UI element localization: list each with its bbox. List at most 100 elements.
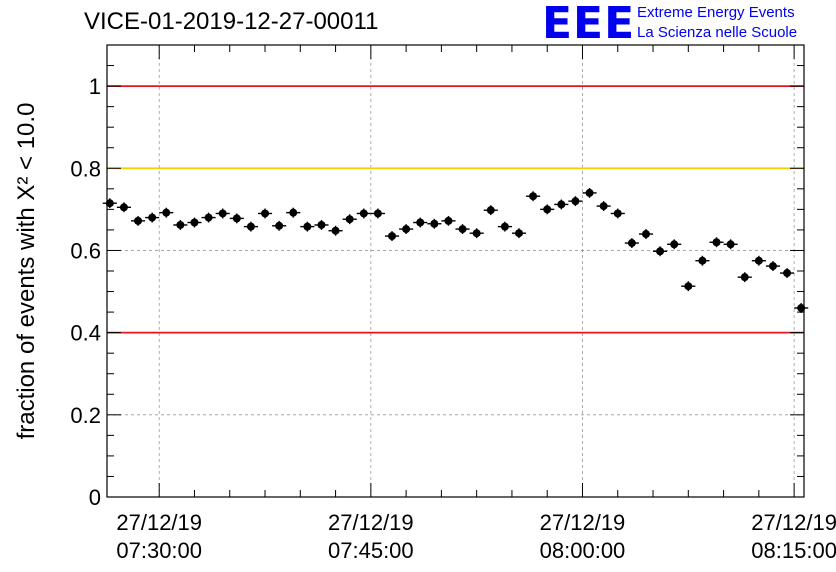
data-point [272, 220, 287, 231]
data-point [695, 255, 710, 266]
point-marker [331, 226, 340, 235]
data-point [399, 224, 414, 235]
data-point [582, 187, 597, 198]
y-tick-label: 0.6 [70, 238, 101, 263]
data-point [610, 208, 625, 219]
data-point [215, 208, 230, 219]
logo-caption-line1: Extreme Energy Events [637, 4, 795, 21]
point-marker [275, 221, 284, 230]
point-marker [571, 197, 580, 206]
point-marker [656, 247, 665, 256]
data-point [413, 217, 428, 228]
data-point [201, 212, 216, 223]
data-point [187, 217, 202, 228]
point-marker [585, 188, 594, 197]
data-point [427, 218, 442, 229]
point-marker [500, 222, 509, 231]
data-point [441, 215, 456, 226]
reference-lines [107, 85, 804, 334]
point-marker [557, 200, 566, 209]
x-tick-label-date: 27/12/19 [540, 510, 626, 535]
point-marker [444, 216, 453, 225]
data-point [159, 207, 174, 218]
y-axis: 0 0.2 0.4 0.6 0.8 1 [70, 65, 804, 510]
y-tick-label: 0.8 [70, 156, 101, 181]
x-tick-label-date: 27/12/19 [328, 510, 414, 535]
point-marker [289, 208, 298, 217]
data-point [342, 214, 357, 225]
point-marker [641, 230, 650, 239]
point-marker [627, 239, 636, 248]
y-tick-label: 0 [89, 485, 101, 510]
data-point [455, 224, 470, 235]
point-marker [486, 206, 495, 215]
data-point [328, 225, 343, 236]
data-point [314, 220, 329, 230]
data-point [526, 191, 541, 202]
eee-logo: EEE [542, 0, 636, 49]
plot-area [107, 45, 804, 497]
data-point [300, 221, 315, 232]
x-tick-label-time: 07:30:00 [116, 538, 202, 563]
point-marker [458, 225, 467, 234]
point-marker [162, 208, 171, 217]
point-marker [148, 213, 157, 222]
point-marker [698, 256, 707, 265]
data-point [794, 303, 809, 313]
point-marker [783, 269, 792, 278]
point-marker [726, 240, 735, 249]
data-point [624, 238, 639, 248]
point-marker [303, 222, 312, 231]
x-tick-label-date: 27/12/19 [751, 510, 836, 535]
data-point [681, 281, 696, 292]
data-point [751, 255, 766, 266]
data-point [243, 221, 258, 232]
data-point [653, 246, 668, 257]
data-point [709, 237, 724, 248]
point-marker [388, 232, 397, 241]
point-marker [599, 202, 608, 211]
point-marker [134, 216, 143, 225]
y-tick-label: 1 [89, 74, 101, 99]
data-point [102, 198, 117, 209]
data-point [497, 221, 512, 232]
point-marker [246, 222, 255, 231]
data-point [483, 205, 498, 216]
data-point [229, 213, 244, 224]
x-axis: 27/12/19 07:30:00 27/12/19 07:45:00 27/12/19… [116, 45, 836, 563]
data-point [723, 239, 738, 250]
data-point [356, 208, 371, 219]
data-point [469, 228, 484, 239]
point-marker [261, 209, 270, 218]
point-marker [232, 214, 241, 223]
data-point [384, 231, 400, 242]
data-point [130, 215, 146, 226]
point-marker [740, 273, 749, 282]
data-point [568, 196, 583, 207]
data-point [596, 201, 611, 212]
y-axis-label: fraction of events with X² < 10.0 [13, 103, 40, 440]
data-point [511, 228, 527, 239]
x-tick-label-time: 08:00:00 [540, 538, 626, 563]
point-marker [529, 192, 538, 201]
x-tick-label-time: 08:15:00 [751, 538, 836, 563]
point-marker [430, 219, 439, 228]
logo-caption-line2: La Scienza nelle Scuole [637, 24, 798, 41]
point-marker [768, 262, 777, 271]
data-point [765, 261, 781, 271]
data-points [102, 187, 809, 313]
data-point [638, 229, 654, 239]
point-marker [670, 240, 679, 249]
point-marker [373, 209, 382, 218]
data-point [286, 207, 301, 218]
point-marker [797, 303, 806, 312]
x-tick-label-time: 07:45:00 [328, 538, 414, 563]
point-marker [345, 215, 354, 224]
point-marker [613, 209, 622, 218]
chart-title: VICE-01-2019-12-27-00011 [84, 8, 379, 35]
data-point [145, 212, 160, 223]
data-point [173, 220, 188, 230]
point-marker [402, 225, 411, 234]
y-tick-label: 0.2 [70, 403, 101, 428]
